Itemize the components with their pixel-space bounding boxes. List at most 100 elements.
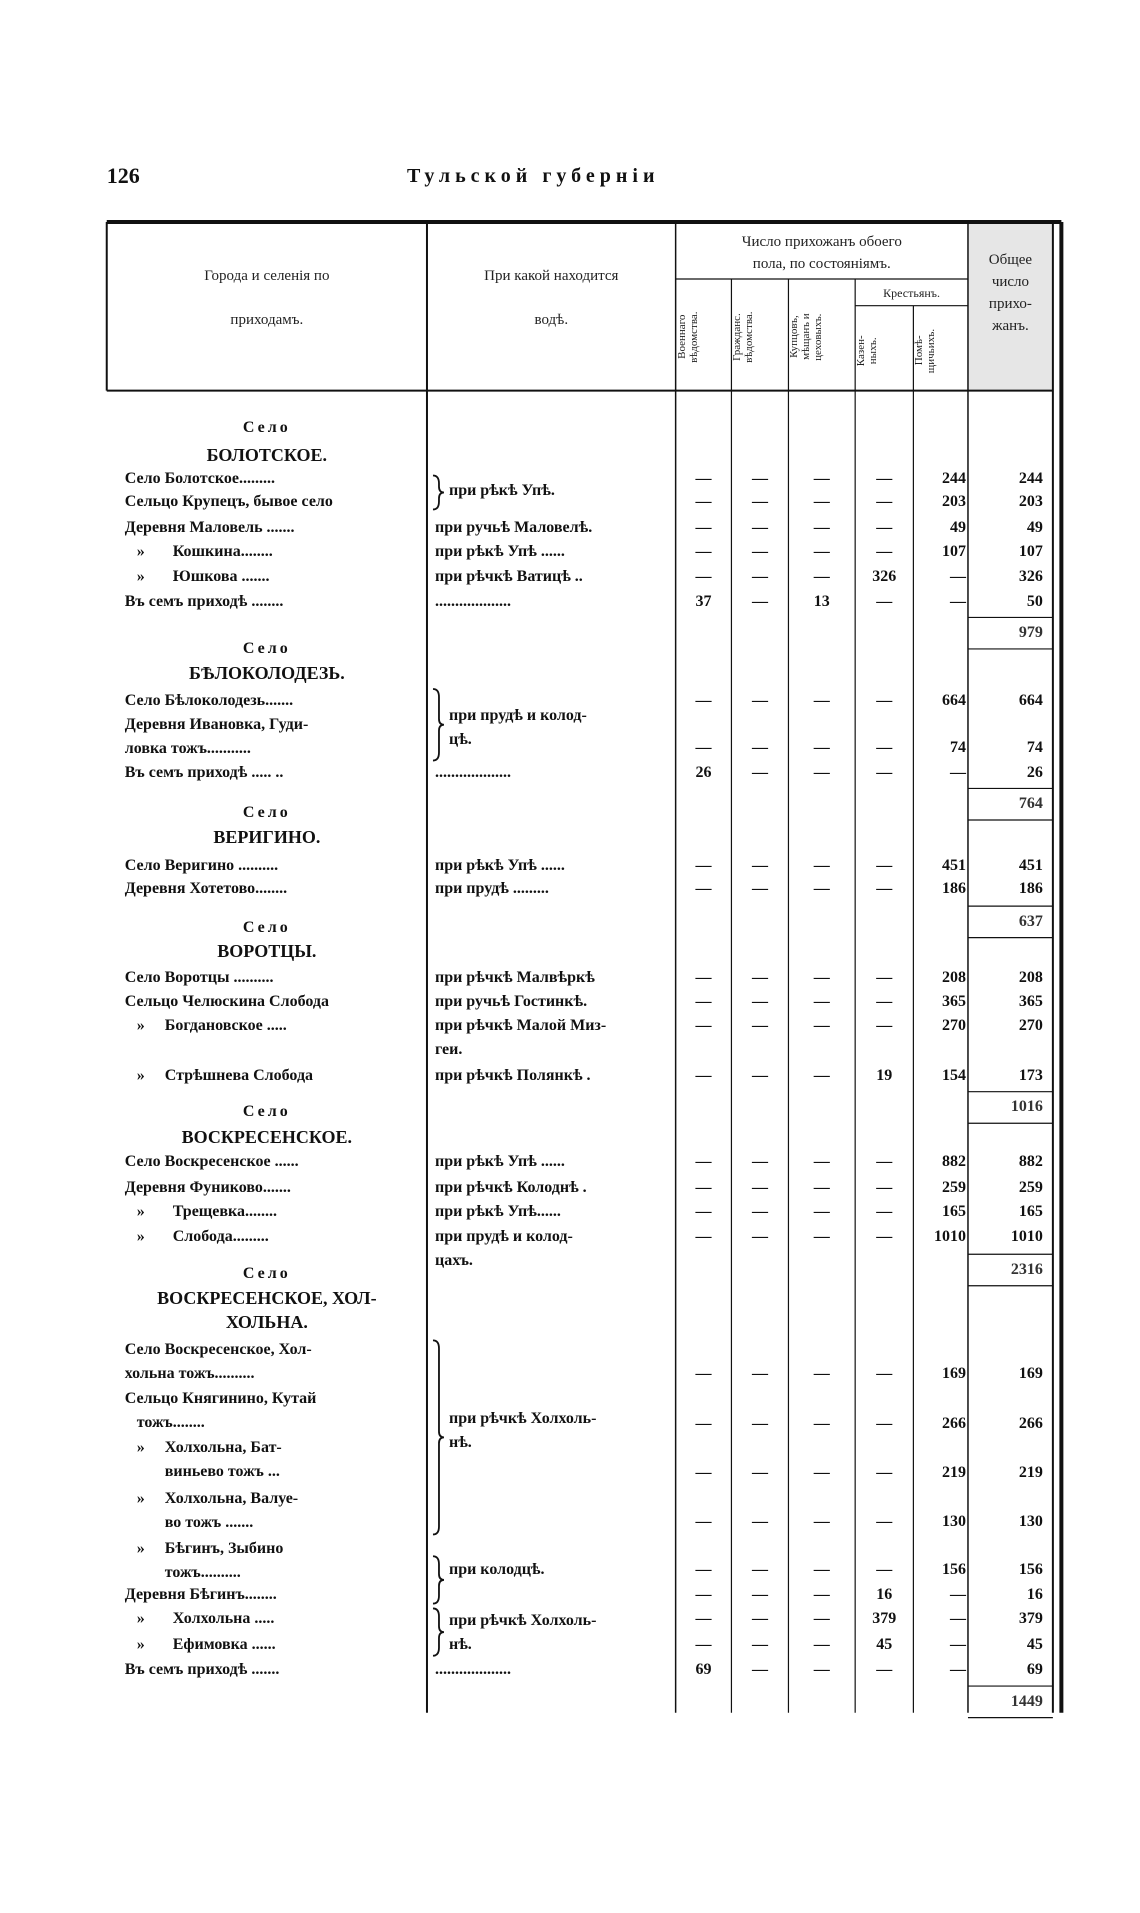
count: — xyxy=(751,1153,768,1171)
count: — xyxy=(695,880,712,898)
count: — xyxy=(751,739,768,757)
count: — xyxy=(876,493,893,511)
column-header: При какой находится водѣ. xyxy=(484,267,619,328)
water-source: ................... xyxy=(434,1661,511,1679)
parish-name: ВОРОТЦЫ. xyxy=(217,940,317,961)
water-source: при рѣчкѣ Полянкѣ . xyxy=(434,1066,591,1084)
water-source: при рѣкѣ Упѣ ...... xyxy=(434,1153,565,1171)
count: 130 xyxy=(941,1513,966,1531)
count: — xyxy=(813,1661,830,1679)
count: — xyxy=(813,542,830,560)
count: — xyxy=(876,1017,893,1035)
water-source: при рѣчкѣ Малой Миз- геи. xyxy=(434,1017,607,1059)
count: 326 xyxy=(872,568,897,586)
page-number: 126 xyxy=(106,162,140,188)
count: — xyxy=(813,1586,830,1604)
village-label: Село xyxy=(242,803,291,821)
settlement-name: Въ семъ приходѣ ....... xyxy=(124,1661,280,1679)
count: — xyxy=(813,1066,830,1084)
count: — xyxy=(949,592,966,610)
row-total: 1010 xyxy=(1010,1228,1043,1246)
count: 45 xyxy=(876,1635,893,1653)
count: — xyxy=(876,518,893,536)
row-total: 186 xyxy=(1018,880,1043,898)
count: — xyxy=(876,1661,893,1679)
count: — xyxy=(813,763,830,781)
column-header: Казен- ныхъ. xyxy=(855,334,880,366)
row-total: 130 xyxy=(1018,1513,1043,1531)
parish-total: 1016 xyxy=(1010,1098,1043,1116)
settlement-name: Деревня Маловель ....... xyxy=(124,518,295,536)
settlement-name: Село Болотское......... xyxy=(124,470,275,488)
count: — xyxy=(751,1365,768,1383)
row-total: 208 xyxy=(1018,968,1043,986)
count: 451 xyxy=(941,857,966,875)
count: — xyxy=(695,739,712,757)
count: 208 xyxy=(941,968,966,986)
count: — xyxy=(813,518,830,536)
count: — xyxy=(751,1463,768,1481)
settlement-name: Деревня Ивановка, Гуди- ловка тожъ......… xyxy=(124,716,309,758)
count: — xyxy=(813,1365,830,1383)
count: — xyxy=(695,568,712,586)
count: 19 xyxy=(876,1066,893,1084)
row-total: 169 xyxy=(1018,1365,1043,1383)
count: — xyxy=(813,1463,830,1481)
settlement-name: » Трещевка........ xyxy=(124,1202,278,1220)
settlement-name: Село Веригино .......... xyxy=(124,857,279,875)
count: — xyxy=(695,1017,712,1035)
count: — xyxy=(813,1153,830,1171)
count: — xyxy=(695,1415,712,1433)
row-total: 219 xyxy=(1018,1463,1043,1481)
count: 664 xyxy=(941,692,966,710)
settlement-name: Село Воротцы .......... xyxy=(124,968,274,986)
count: — xyxy=(751,568,768,586)
count: 165 xyxy=(941,1202,966,1220)
count: 186 xyxy=(941,880,966,898)
settlement-name: » Бѣгинъ, Зыбино тожъ.......... xyxy=(136,1540,284,1581)
brace xyxy=(432,1607,445,1657)
village-label: Село xyxy=(242,1264,291,1282)
row-total: 203 xyxy=(1018,493,1043,511)
settlement-name: » Богдановское ..... xyxy=(124,1017,287,1035)
water-source: при рѣчкѣ Ватицѣ .. xyxy=(434,568,583,586)
water-source: при рѣкѣ Упѣ. xyxy=(448,482,555,500)
count: 379 xyxy=(872,1610,897,1628)
count: 156 xyxy=(941,1560,966,1578)
column-header: Общее число прихо- жанъ. xyxy=(988,251,1033,334)
count: — xyxy=(751,1560,768,1578)
settlement-name: Деревня Хотетово........ xyxy=(124,880,288,898)
count: — xyxy=(876,968,893,986)
row-total: 16 xyxy=(1026,1586,1043,1604)
count: — xyxy=(695,542,712,560)
village-label: Село xyxy=(242,1103,291,1121)
count: — xyxy=(695,1463,712,1481)
count: 16 xyxy=(876,1586,893,1604)
row-total: 74 xyxy=(1026,739,1043,757)
count: — xyxy=(695,1153,712,1171)
count: — xyxy=(876,1513,893,1531)
count: — xyxy=(876,592,893,610)
count: 365 xyxy=(941,992,966,1010)
row-total: 107 xyxy=(1018,542,1043,560)
row-total: 451 xyxy=(1018,857,1043,875)
parish-name: БѢЛОКОЛОДЕЗЬ. xyxy=(188,663,345,684)
settlement-name: Сельцо Крупецъ, бывое село xyxy=(124,493,333,511)
count: 244 xyxy=(941,470,966,488)
water-source: при ручьѣ Гостинкѣ. xyxy=(434,992,588,1010)
settlement-name: Сельцо Челюскина Слобода xyxy=(124,992,329,1010)
count: — xyxy=(949,568,966,586)
row-total: 173 xyxy=(1018,1066,1043,1084)
water-source: ................... xyxy=(434,763,511,781)
count: — xyxy=(876,1463,893,1481)
count: — xyxy=(813,568,830,586)
count: 49 xyxy=(949,518,966,536)
count: — xyxy=(695,1066,712,1084)
row-total: 69 xyxy=(1026,1661,1043,1679)
count: — xyxy=(695,1513,712,1531)
count: — xyxy=(876,857,893,875)
water-source: при рѣчкѣ Холхоль- нѣ. xyxy=(448,1611,597,1653)
parish-total: 2316 xyxy=(1010,1261,1043,1278)
count: — xyxy=(876,1228,893,1246)
